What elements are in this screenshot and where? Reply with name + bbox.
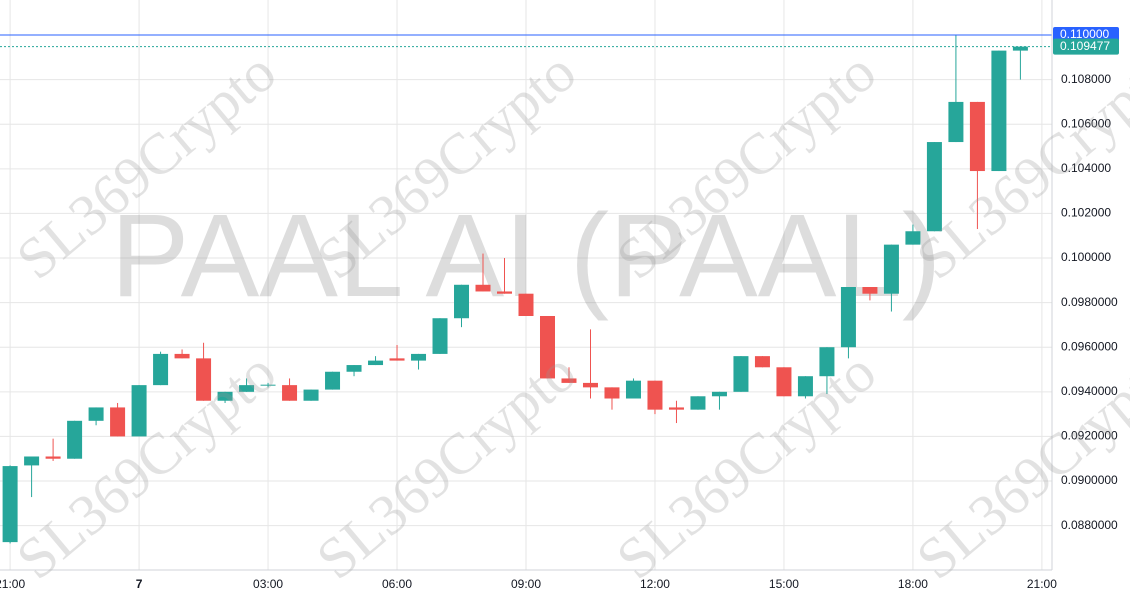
candle-body [733,356,749,392]
y-tick-label: 0.104000 [1061,161,1111,175]
candle-body [754,356,770,368]
candle-body [991,50,1007,172]
candle-body [647,380,663,410]
candle-body [539,315,555,379]
y-tick-label: 0.0980000 [1061,295,1118,309]
candle-body [711,391,727,397]
candle-body [131,385,147,437]
y-tick-label: 0.0940000 [1061,384,1118,398]
candle-body [776,367,792,397]
price-label-box [1053,38,1119,55]
candle-body [518,293,534,316]
candle-body [110,407,126,437]
candle-body [475,284,491,292]
candle-body [883,244,899,294]
x-tick-label: 18:00 [898,577,928,591]
candle-body [497,291,513,294]
y-tick-label: 0.0880000 [1061,518,1118,532]
overlay-watermark: SL369Crypto [904,339,1130,592]
candle-body [561,378,577,383]
candle-body [1012,46,1028,51]
plot-layer [0,34,1052,544]
x-tick-label: 21:00 [1027,577,1057,591]
x-tick-label: 09:00 [511,577,541,591]
candle-body [260,384,276,386]
candle-body [174,353,190,359]
candle-body [45,456,61,459]
candle-body [239,385,255,392]
candle-body [797,376,813,397]
candle-body [819,347,835,377]
x-tick-label: 06:00 [382,577,412,591]
candle-body [88,407,104,421]
x-tick-label: 03:00 [253,577,283,591]
candle-body [582,382,598,388]
candle-body [840,287,856,348]
candle-body [948,101,964,143]
x-tick-label: 12:00 [640,577,670,591]
y-tick-label: 0.100000 [1061,250,1111,264]
candle-body [454,284,470,319]
price-label: 0.109477 [1060,39,1110,53]
candle-body [668,407,684,410]
candle-body [969,101,985,172]
candle-body [67,420,83,459]
y-tick-label: 0.0920000 [1061,429,1118,443]
y-tick-label: 0.102000 [1061,206,1111,220]
candle-body [411,353,427,361]
overlay-watermark: SL369Crypto [304,339,588,592]
price-label: 0.110000 [1060,27,1109,41]
candle-body [926,142,942,232]
candle-body [604,387,620,399]
x-tick-label: 21:00 [0,577,25,591]
candle-body [432,318,448,354]
y-tick-label: 0.0900000 [1061,473,1118,487]
candle-body [24,456,40,466]
overlay-watermark: SL369Crypto [4,339,288,592]
y-tick-label: 0.106000 [1061,116,1111,130]
y-tick-label: 0.108000 [1061,72,1111,86]
candle-body [196,358,212,401]
candle-body [625,380,641,399]
candle-body [303,389,319,401]
candle-body [153,353,169,386]
candle-body [905,231,921,245]
y-tick-label: 0.0960000 [1061,339,1118,353]
candle-body [368,360,384,366]
candle-body [389,358,405,361]
candle-body [862,287,878,294]
candle-body [346,365,362,372]
candle-body [690,396,706,410]
x-tick-label: 15:00 [769,577,799,591]
candle-body [282,385,298,401]
x-tick-label: 7 [136,577,143,591]
candle-body [2,466,18,543]
candle-body [325,371,341,390]
candle-body [217,391,233,401]
